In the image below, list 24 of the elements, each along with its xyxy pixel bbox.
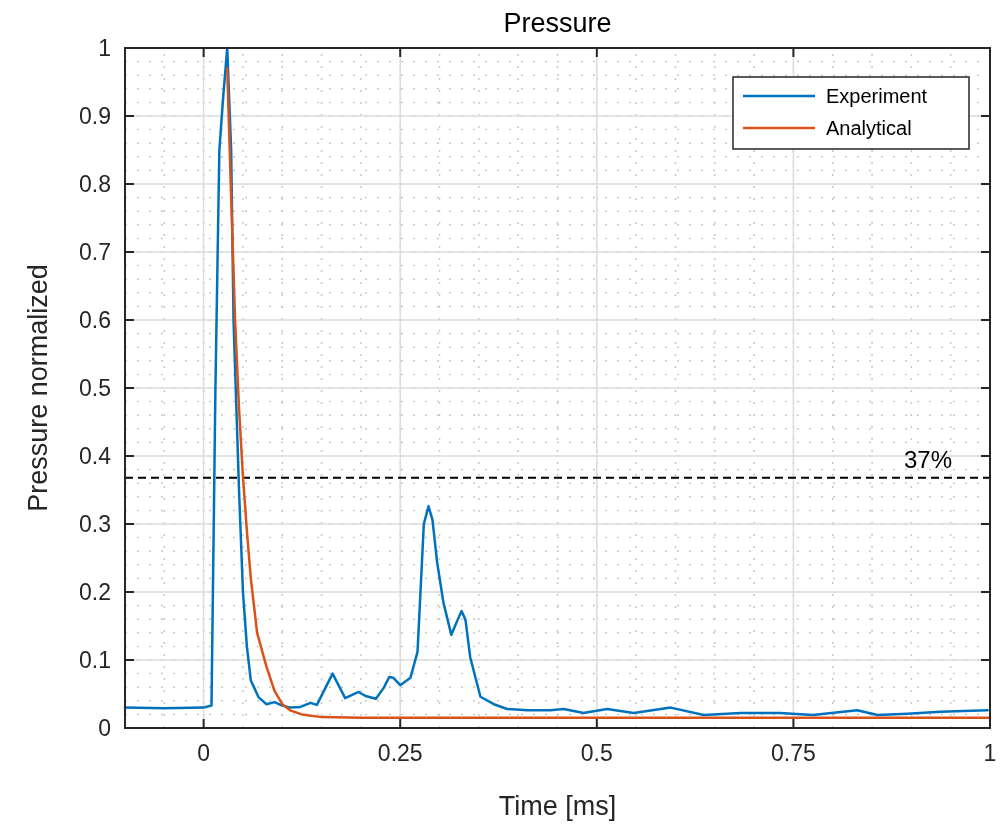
y-tick-label: 0.6	[79, 307, 111, 333]
line-series	[225, 67, 992, 720]
y-tick-label: 1	[98, 35, 111, 61]
y-tick-label: 0.1	[79, 647, 111, 673]
y-tick-label: 0.4	[79, 443, 112, 469]
y-tick-label: 0.8	[79, 171, 111, 197]
y-tick-label: 0.7	[79, 239, 111, 265]
y-tick-label: 0	[98, 715, 111, 741]
line-series	[123, 46, 989, 717]
legend-label: Experiment	[826, 85, 928, 107]
x-tick-label: 0.25	[377, 740, 423, 766]
ref-line-label: 37%	[903, 445, 952, 473]
x-tick-label: 0.5	[580, 740, 613, 766]
y-axis-title: Pressure normalized	[23, 264, 53, 512]
y-tick-label: 0.9	[79, 103, 111, 129]
y-tick-label: 0.5	[79, 375, 111, 401]
x-tick-label: 1	[983, 740, 997, 766]
x-tick-label: 0.75	[771, 740, 816, 766]
x-axis-title: Time [ms]	[498, 791, 617, 821]
legend-label: Analytical	[826, 117, 912, 139]
chart-title: Pressure	[503, 8, 612, 38]
x-tick-label: 0	[197, 740, 211, 766]
y-tick-label: 0.3	[79, 511, 111, 537]
y-tick-label: 0.2	[79, 579, 111, 605]
